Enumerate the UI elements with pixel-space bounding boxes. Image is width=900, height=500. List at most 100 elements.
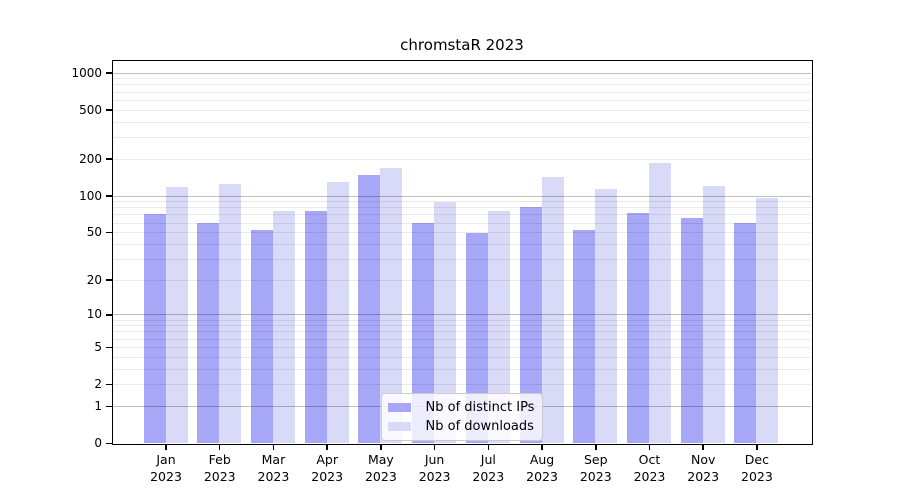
y-tick-label: 100 — [79, 188, 102, 203]
x-tick-label: Aug 2023 — [515, 451, 569, 485]
x-tick-mark — [702, 445, 704, 450]
month-label: Sep — [583, 452, 608, 467]
y-tick-mark — [106, 72, 113, 74]
y-tick-label: 1 — [94, 398, 102, 413]
gridline-minor — [112, 91, 811, 93]
gridline-minor — [112, 158, 811, 160]
x-tick-label: Dec 2023 — [730, 451, 784, 485]
y-tick-mark — [106, 158, 113, 160]
chart-title: chromstaR 2023 — [400, 36, 524, 54]
gridline-minor — [112, 346, 811, 348]
x-tick-label: Mar 2023 — [246, 451, 300, 485]
month-label: Jan — [156, 452, 176, 467]
y-tick-label: 200 — [79, 151, 102, 166]
x-tick-mark — [218, 445, 221, 450]
bar-distinct-ips-sep — [573, 230, 596, 443]
year-label: 2023 — [418, 469, 451, 484]
y-tick-mark — [106, 383, 113, 386]
gridline-minor — [112, 279, 811, 281]
bar-distinct-ips-jun — [412, 222, 435, 443]
bar-distinct-ips-nov — [680, 217, 703, 443]
year-label: 2023 — [687, 469, 720, 484]
bar-distinct-ips-feb — [197, 222, 220, 443]
x-tick-mark — [541, 445, 543, 450]
month-label: Dec — [744, 452, 769, 467]
x-tick-mark — [433, 445, 436, 450]
y-tick-mark — [106, 405, 113, 408]
month-label: Apr — [316, 452, 338, 467]
x-tick-label: Apr 2023 — [300, 451, 354, 485]
year-label: 2023 — [150, 469, 182, 484]
bar-downloads-may — [380, 168, 403, 443]
x-tick-mark — [326, 445, 328, 450]
y-tick-label: 50 — [86, 225, 102, 240]
gridline-major — [112, 72, 811, 74]
legend-row: Nb of downloads — [387, 417, 535, 436]
y-tick-label: 10 — [86, 307, 102, 322]
x-tick-label: Oct 2023 — [622, 451, 676, 485]
bar-distinct-ips-apr — [304, 210, 327, 443]
y-tick-mark — [106, 314, 113, 316]
y-tick-label: 0 — [94, 436, 102, 450]
bar-distinct-ips-jul — [465, 233, 488, 443]
gridline-minor — [112, 136, 811, 138]
x-tick-label: Feb 2023 — [193, 451, 247, 485]
x-tick-mark — [595, 445, 597, 450]
bar-downloads-oct — [648, 162, 671, 443]
x-tick-label: May 2023 — [354, 451, 408, 485]
gridline-minor — [112, 109, 811, 111]
gridline-minor — [112, 384, 811, 386]
x-tick-mark — [272, 445, 275, 450]
bar-distinct-ips-may — [358, 175, 381, 443]
bar-distinct-ips-dec — [734, 222, 757, 443]
gridline-minor — [112, 258, 811, 260]
y-tick-mark — [106, 195, 113, 197]
y-tick-label: 20 — [86, 272, 102, 287]
gridline-minor — [112, 325, 811, 327]
gridline-major — [112, 314, 811, 316]
year-label: 2023 — [311, 469, 344, 484]
x-tick-mark — [165, 445, 167, 450]
gridline-minor — [112, 232, 811, 234]
month-label: Jun — [424, 452, 445, 467]
bar-distinct-ips-jan — [143, 214, 166, 443]
gridline-major — [112, 195, 811, 197]
gridline-minor — [112, 99, 811, 101]
bar-downloads-apr — [326, 182, 349, 443]
gridline-minor — [112, 214, 811, 216]
year-label: 2023 — [257, 469, 290, 484]
year-label: 2023 — [203, 469, 236, 484]
gridline-minor — [112, 207, 811, 209]
year-label: 2023 — [526, 469, 558, 484]
bar-downloads-jan — [165, 186, 188, 443]
year-label: 2023 — [633, 469, 666, 484]
year-label: 2023 — [741, 469, 773, 484]
gridline-minor — [112, 84, 811, 86]
gridline-minor — [112, 201, 811, 203]
x-tick-label: Nov 2023 — [676, 451, 730, 485]
month-label: Mar — [261, 452, 286, 467]
bar-downloads-dec — [756, 197, 779, 443]
legend-row: Nb of distinct IPs — [387, 398, 535, 417]
legend-label: Nb of distinct IPs — [425, 399, 535, 415]
x-tick-mark — [380, 445, 382, 450]
x-tick-mark — [648, 445, 651, 450]
bar-downloads-sep — [595, 189, 618, 443]
x-tick-label: Jul 2023 — [461, 451, 515, 485]
gridline-minor — [112, 121, 811, 123]
month-label: May — [367, 452, 394, 467]
bar-downloads-nov — [702, 186, 725, 443]
year-label: 2023 — [579, 469, 612, 484]
y-tick-label: 500 — [79, 102, 102, 117]
y-tick-mark — [106, 279, 113, 281]
month-label: Feb — [208, 452, 231, 467]
bar-downloads-mar — [272, 210, 295, 443]
month-label: Aug — [529, 452, 555, 467]
gridline-minor — [112, 319, 811, 321]
bar-distinct-ips-aug — [519, 206, 542, 443]
gridline-minor — [112, 338, 811, 340]
gridline-minor — [112, 368, 811, 370]
y-tick-label: 5 — [94, 339, 102, 354]
y-tick-mark — [106, 346, 113, 349]
